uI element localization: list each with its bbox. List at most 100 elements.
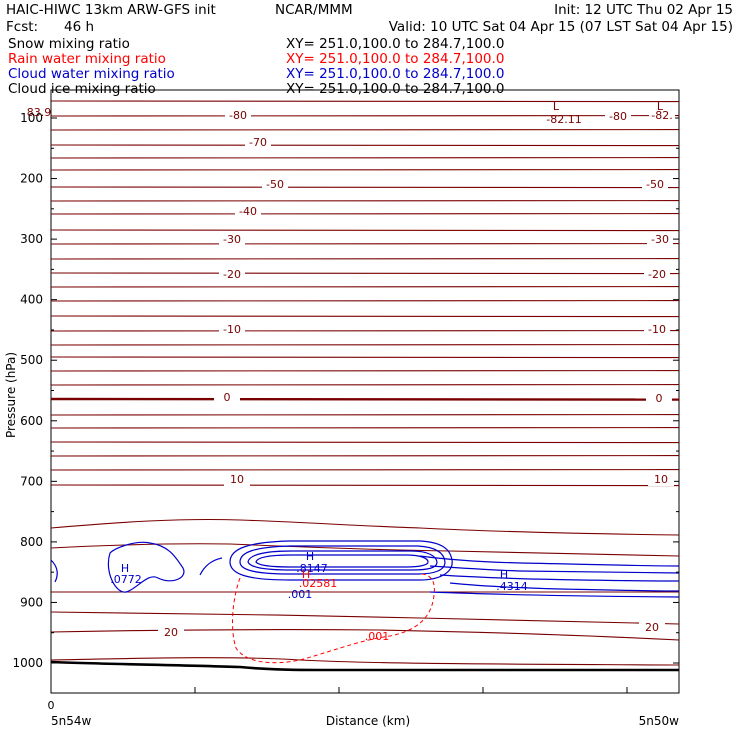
extremum-value: .0772 [110,573,142,586]
isotherm [50,100,680,103]
temperature-label-bg [644,324,670,336]
extremum-marker: H [302,568,310,581]
extremum-value: .02581 [299,577,338,590]
isotherm [50,144,680,147]
cloud-water-contour [247,550,438,571]
isotherm-lines [50,100,680,666]
extremum-marker: H [306,550,314,563]
isotherm [50,356,680,359]
isotherm [50,186,680,189]
temperature-label-bg [642,179,668,191]
isotherm [50,484,680,487]
temperature-label-bg [262,179,288,191]
temperature-label-bg [644,269,670,281]
init-time: Init: 12 UTC Thu 02 Apr 15 [554,2,733,18]
isotherm [50,229,680,232]
temperature-labels: -80 -70 -50 -40 -30 -20 -10 0 10 20 -50 -30 -20 -10 0 1… [158,109,675,639]
x-axis-label: Distance (km) [326,714,410,728]
y-tick-label: 100 [20,111,43,125]
y-tick-label: 300 [20,232,43,246]
temperature-label: 20 [164,626,178,639]
isotherm-lower [50,543,680,557]
temperature-label-bg [245,137,271,149]
cloud-water-contour [239,545,446,575]
cloud-water-contour [429,591,680,598]
forecast-label: Fcst: [6,19,38,35]
extremum-value: -82.11 [546,113,581,126]
temperature-label-bg [647,234,673,246]
temperature-label-bg [235,206,261,218]
temperature-label: -20 [223,268,241,281]
temperature-label: -80 [609,110,627,123]
temperature-label: 10 [230,473,244,486]
y-tick-label: 400 [20,293,43,307]
rain-contours [232,573,435,664]
cloud-water-contour [429,565,680,574]
cloud-water-contour [199,557,223,576]
isotherm [50,315,680,318]
y-tick-label: 1000 [12,656,43,670]
field-snow-xy: XY= 251.0,100.0 to 284.7,100.0 [286,36,504,52]
y-tick-label: 800 [20,535,43,549]
cloud-water-contour [50,559,58,583]
temperature-label-bg [224,474,250,486]
cloud-water-contour-label: .001 [288,588,313,601]
extremum-marker: L [553,100,560,113]
temperature-label: -20 [648,268,666,281]
isotherm-lower [50,629,680,641]
temperature-label: 20 [645,621,659,634]
rain-contour-label: .001 [365,630,390,643]
temperature-label-bg [649,110,675,122]
temperature-label: -40 [239,205,257,218]
cloud-water-contour [449,582,680,592]
temperature-label-bg [639,622,665,634]
isotherm-lower [50,518,680,536]
valid-time: Valid: 10 UTC Sat 04 Apr 15 (07 LST Sat … [389,19,733,35]
temperature-label: -30 [223,233,241,246]
cloud-water-contour [439,574,680,582]
isotherm [50,397,680,401]
temperature-label-bg [605,111,631,123]
terrain-line [50,660,679,672]
temperature-label-bg [219,269,245,281]
temperature-label: -10 [223,323,241,336]
temperature-label: -70 [249,136,267,149]
y-tick-label: 200 [20,172,43,186]
isotherm-lower [50,657,680,666]
title-model: HAIC-HIWC 13km ARW-GFS init [6,2,216,18]
field-rain-xy: XY= 251.0,100.0 to 284.7,100.0 [286,51,504,67]
field-cloud-ice-name: Cloud ice mixing ratio [8,81,156,97]
extremum-value: .4314 [496,580,528,593]
cloud-water-contour [107,541,185,593]
extremum-marker: H [500,568,508,581]
temperature-label-bg [646,393,672,405]
temperature-label-bg [219,324,245,336]
temperature-label-bg [219,234,245,246]
temperature-label: -50 [266,178,284,191]
isotherm [50,441,680,444]
y-tick-label: 500 [20,353,43,367]
temperature-label-bg [214,392,240,404]
extremum-marker: H [121,562,129,575]
cloud-water-contours [50,540,680,598]
temperature-label-bg [648,474,674,486]
extremum-marker: L [657,100,664,113]
x-left-label: 5n54w [51,714,92,728]
extremum-value: .8147 [296,562,328,575]
forecast-hours: 46 h [64,19,94,35]
temperature-label: 10 [654,473,668,486]
rain-contour [232,573,435,664]
extremum-value: 83.9 [27,106,52,119]
temperature-label: -82. [651,109,672,122]
isotherm [50,272,680,275]
temperature-label: -50 [646,178,664,191]
temperature-label: 0 [224,391,231,404]
x-zero-label: 0 [48,699,55,712]
temperature-label-bg [225,110,251,122]
cloud-water-contour [419,555,680,567]
isotherm-lower [50,611,680,625]
temperature-label: 0 [656,392,663,405]
